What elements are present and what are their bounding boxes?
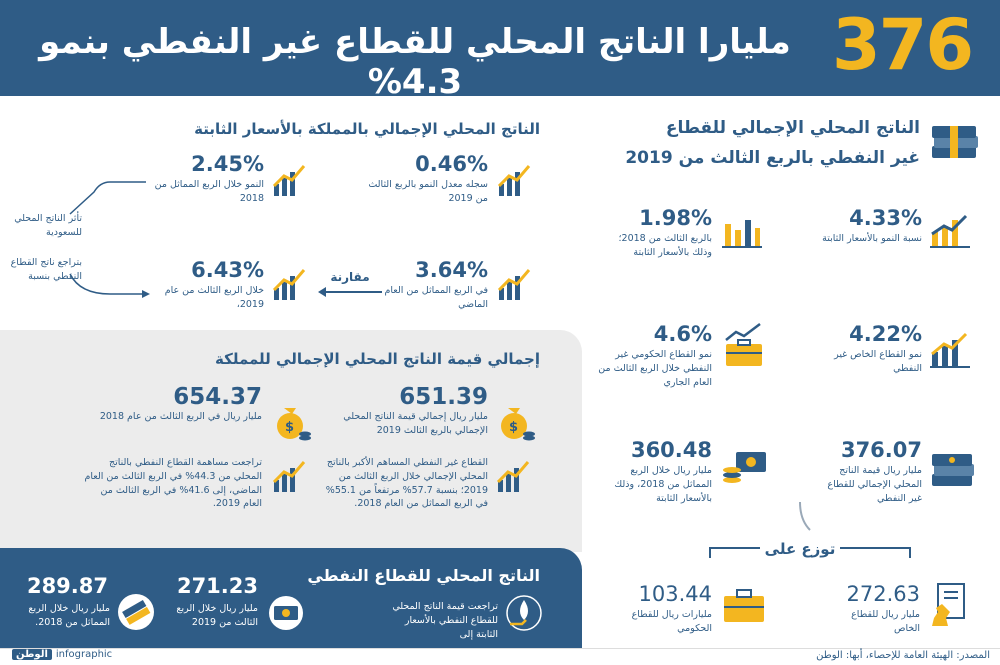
growth-chart-icon bbox=[272, 162, 308, 198]
stat-value: 651.39 bbox=[399, 384, 488, 410]
growth-chart-icon bbox=[496, 458, 532, 494]
flow-bracket bbox=[69, 181, 150, 298]
stat-value: 654.37 bbox=[173, 384, 262, 410]
stat-desc: مليار ريال للقطاع الخاص bbox=[851, 609, 920, 634]
stat-value: 272.63 bbox=[846, 582, 920, 606]
growth-chart-icon bbox=[930, 332, 970, 368]
logo-sub: infographic bbox=[55, 649, 113, 660]
stat-desc: مليار ريال خلال الربع المماثل من 2018، و… bbox=[614, 465, 712, 504]
stat-desc: نمو القطاع الحكومي غير النفطي خلال الربع… bbox=[598, 349, 712, 388]
stat-value: 376.07 bbox=[840, 438, 922, 462]
blue-panel-title: الناتج المحلي للقطاع النفطي bbox=[307, 566, 540, 585]
coins-cash-icon bbox=[722, 446, 768, 486]
growth-chart-icon bbox=[272, 458, 308, 494]
footer bbox=[0, 648, 1000, 665]
growth-chart-icon bbox=[930, 212, 970, 248]
stat-desc: بالربع الثالث من 2018؛ وذلك بالأسعار الث… bbox=[618, 233, 713, 258]
stat-desc: مليار ريال إجمالي قيمة الناتج المحلي الإ… bbox=[343, 411, 488, 436]
header-banner bbox=[0, 0, 1000, 96]
footer-source: المصدر: الهيئة العامة للإحصاء، أبها: الو… bbox=[816, 650, 990, 661]
stat-value: 0.46% bbox=[415, 152, 488, 176]
left-top-title: الناتج المحلي الإجمالي بالمملكة بالأسعار… bbox=[194, 120, 540, 138]
arrow-left-icon bbox=[318, 287, 382, 297]
stat-desc: خلال الربع الثالث من عام 2019، bbox=[164, 285, 264, 310]
money-bag-icon: $ bbox=[496, 402, 536, 442]
stat-value: 1.98% bbox=[639, 206, 712, 230]
gray-panel bbox=[0, 330, 582, 552]
svg-text:$: $ bbox=[285, 420, 294, 435]
stat-value: 3.64% bbox=[415, 258, 488, 282]
stat-desc: مليار ريال خلال الربع الثالث من 2019 bbox=[176, 603, 258, 628]
distribution-label: توزع على bbox=[760, 540, 840, 558]
stat-value: 2.45% bbox=[191, 152, 264, 176]
money-bag-icon: $ bbox=[272, 402, 312, 442]
right-section-title-1: الناتج المحلي الإجمالي للقطاع bbox=[665, 118, 920, 138]
paragraph: تراجعت مساهمة القطاع النفطي بالناتج المح… bbox=[84, 457, 262, 510]
right-section-title-2: غير النفطي بالربع الثالث من 2019 bbox=[625, 148, 920, 168]
stat-desc: نمو القطاع الخاص غير النفطي bbox=[834, 349, 922, 374]
footer-logo: الوطن infographic bbox=[12, 649, 112, 660]
growth-chart-icon bbox=[497, 162, 533, 198]
stat-desc: نسبة النمو بالأسعار الثابتة bbox=[822, 233, 922, 244]
stat-desc: مليارات ريال للقطاع الحكومي bbox=[631, 609, 712, 634]
briefcase-icon bbox=[722, 588, 766, 624]
gray-panel-title: إجمالي قيمة الناتج المحلي الإجمالي للممل… bbox=[215, 350, 540, 368]
blue-panel-lead: تراجعت قيمة الناتج المحلي للقطاع النفطي … bbox=[392, 601, 498, 640]
stat-value: 271.23 bbox=[176, 574, 258, 598]
header-title: مليارا الناتج المحلي للقطاع غير النفطي ب… bbox=[39, 22, 791, 102]
stat-desc: في الربع المماثل من العام الماضي bbox=[384, 285, 488, 310]
compare-label: مقارنة bbox=[330, 270, 370, 284]
growth-chart-icon bbox=[497, 266, 533, 302]
money-stack-icon bbox=[930, 450, 976, 490]
distribution-connector bbox=[709, 501, 911, 558]
stat-value: 6.43% bbox=[191, 258, 264, 282]
header-number: 376 bbox=[831, 4, 974, 86]
oil-drop-hand-icon bbox=[504, 594, 544, 632]
chess-knight-icon bbox=[928, 582, 968, 628]
logo-mark: الوطن bbox=[12, 649, 52, 660]
growth-chart-icon bbox=[272, 266, 308, 302]
stat-value: 103.44 bbox=[638, 582, 712, 606]
briefcase-chart-icon bbox=[722, 322, 766, 368]
paragraph: القطاع غير النفطي المساهم الأكبر بالناتج… bbox=[325, 457, 488, 510]
money-stack-icon bbox=[930, 122, 980, 164]
side-note: تأثر الناتج المحلي للسعودية bbox=[14, 213, 82, 238]
bar-chart-icon bbox=[722, 212, 762, 248]
side-note: بتراجع ناتج القطاع النفطي بنسبة bbox=[10, 257, 82, 282]
stat-desc: مليار ريال في الربع الثالث من عام 2018 bbox=[99, 411, 262, 422]
stat-desc: مليار ريال قيمة الناتج المحلي الإجمالي ل… bbox=[827, 465, 922, 504]
stat-value: 4.22% bbox=[849, 322, 922, 346]
svg-text:$: $ bbox=[509, 420, 518, 435]
stat-value: 4.33% bbox=[849, 206, 922, 230]
stat-value: 289.87 bbox=[26, 574, 108, 598]
cash-icon bbox=[266, 594, 306, 632]
stat-desc: النمو خلال الربع المماثل من 2018 bbox=[154, 179, 264, 204]
stat-desc: مليار ريال خلال الربع المماثل من 2018. bbox=[28, 603, 110, 628]
stat-desc: سجله معدل النمو بالربع الثالث من 2019 bbox=[368, 179, 488, 204]
cash-stack-icon bbox=[116, 592, 156, 632]
stat-value: 360.48 bbox=[630, 438, 712, 462]
stat-value: 4.6% bbox=[653, 322, 712, 346]
